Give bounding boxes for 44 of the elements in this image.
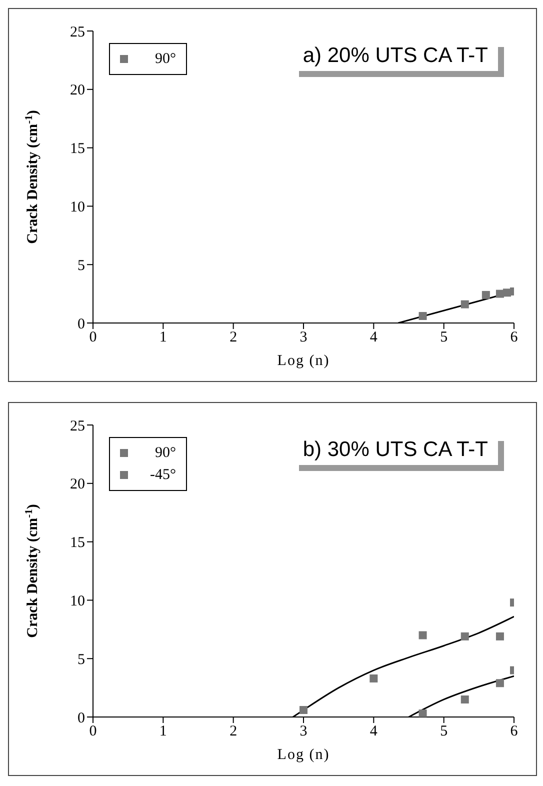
x-tick-label: 6 [510,330,518,346]
x-tick-label: 0 [89,724,97,740]
y-tick-label: 5 [78,258,85,274]
y-tick-label: 20 [70,476,85,493]
y-tick-label: 0 [78,710,85,726]
y-tick-label: 20 [70,82,85,99]
legend-label: 90° [154,50,176,69]
x-tick-label: 3 [300,330,308,346]
point [418,631,427,640]
y-tick-label: 10 [70,594,85,610]
point [460,695,469,704]
y-tick-label: 15 [70,535,85,552]
x-tick-label: 4 [370,330,378,346]
legend-label: 90° [154,444,176,463]
point [300,706,308,714]
y-tick-label: 10 [70,200,85,216]
x-tick-label: 6 [510,724,518,740]
x-axis-title: Log (n) [277,353,330,369]
point [460,632,469,640]
text: a) 20% UTS CA T-T [292,41,498,71]
x-tick-label: 5 [440,724,448,740]
y-tick-label: 15 [70,141,85,158]
x-axis-title: Log (n) [277,747,330,763]
point [482,290,490,299]
y-tick-label: 0 [78,316,85,332]
y-tick-label: 25 [70,418,85,434]
legend-label: -45° [149,466,176,485]
point [496,632,504,640]
x-tick-label: 4 [370,724,378,740]
point [418,709,427,717]
x-tick-label: 5 [440,330,448,346]
point [496,679,504,688]
point [460,300,469,308]
point [418,312,427,320]
x-tick-label: 0 [89,330,97,346]
x-tick-label: 2 [230,724,238,740]
point [370,674,378,682]
x-tick-label: 3 [300,724,308,740]
y-tick-label: 5 [78,652,85,668]
x-tick-label: 1 [159,330,167,346]
y-tick-label: 25 [70,24,85,40]
x-tick-label: 2 [230,330,238,346]
text: b) 30% UTS CA T-T [292,435,498,465]
x-tick-label: 1 [159,724,167,740]
